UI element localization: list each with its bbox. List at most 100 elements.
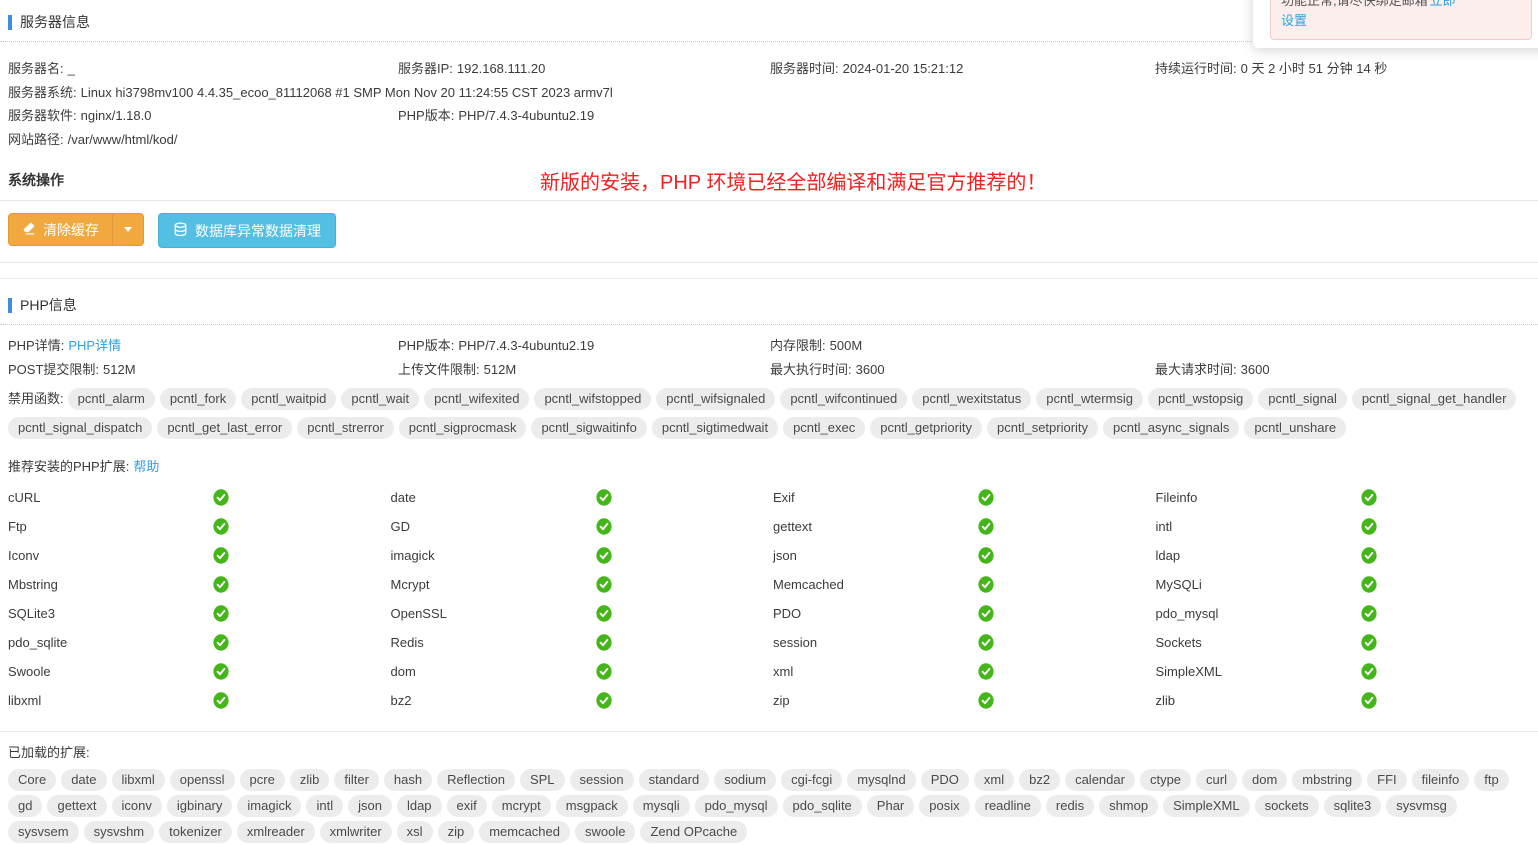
disabled-functions-label: 禁用函数: [8,391,64,406]
extension-name: PDO [773,606,978,621]
loaded-extension-tag: msgpack [556,795,628,817]
extension-item: xml [773,657,1156,686]
extension-item: Fileinfo [1156,483,1538,512]
alert-text: 功能正常,请尽快绑定邮箱 [1281,0,1428,8]
loaded-extension-tag: shmop [1099,795,1158,817]
disabled-function-tag: pcntl_async_signals [1103,417,1239,439]
loaded-extension-tag: sysvsem [8,821,79,843]
check-ok-icon [1361,663,1377,680]
check-ok-icon [1361,576,1377,593]
server-ip-field: 服务器IP:192.168.111.20 [398,58,770,77]
db-clean-button[interactable]: 数据库异常数据清理 [158,213,336,248]
system-ops-buttons: 清除缓存 数据库异常数据清理 [0,201,1538,262]
check-ok-icon [213,692,229,709]
disabled-function-tag: pcntl_strerror [297,417,394,439]
clear-cache-split-button: 清除缓存 [8,213,144,246]
extension-item: zip [773,686,1156,715]
loaded-extension-tag: openssl [170,769,235,791]
extension-item: pdo_mysql [1156,599,1538,628]
loaded-extension-tag: ctype [1140,769,1191,791]
extension-name: Exif [773,490,978,505]
disabled-function-tag: pcntl_wstopsig [1148,388,1253,410]
php-info-title: PHP信息 [20,295,77,315]
extension-name: ldap [1156,548,1361,563]
check-ok-icon [596,692,612,709]
loaded-extension-tag: SimpleXML [1163,795,1249,817]
loaded-extension-tag: filter [334,769,379,791]
accent-bar-icon [8,298,12,313]
loaded-extension-tag: gettext [47,795,106,817]
extension-name: OpenSSL [391,606,596,621]
check-ok-icon [978,518,994,535]
eraser-icon [22,221,36,238]
clear-cache-button[interactable]: 清除缓存 [9,214,112,245]
extension-name: date [391,490,596,505]
extension-item: SimpleXML [1156,657,1538,686]
server-info-title: 服务器信息 [20,12,90,32]
loaded-extension-tag: memcached [479,821,570,843]
extension-item: Memcached [773,570,1156,599]
help-link[interactable]: 帮助 [133,459,159,474]
loaded-extension-tag: curl [1196,769,1237,791]
loaded-extension-tag: igbinary [167,795,233,817]
php-detail-field: PHP详情:PHP详情 [8,335,398,354]
server-info-row-4: 网站路径:/var/www/html/kod/ [0,127,1538,151]
extension-name: cURL [8,490,213,505]
disabled-function-tag: pcntl_wifexited [424,388,529,410]
bind-now-link[interactable]: 立即 [1430,0,1456,8]
extension-name: SQLite3 [8,606,213,621]
post-limit-field: POST提交限制:512M [8,359,398,378]
loaded-extension-tag: tokenizer [159,821,232,843]
check-ok-icon [213,663,229,680]
check-ok-icon [596,663,612,680]
check-ok-icon [1361,518,1377,535]
php-detail-link[interactable]: PHP详情 [68,338,121,353]
extension-name: SimpleXML [1156,664,1361,679]
disabled-function-tag: pcntl_waitpid [241,388,336,410]
php-info-row-1: PHP详情:PHP详情 PHP版本:PHP/7.4.3-4ubuntu2.19 … [0,333,1538,357]
loaded-extension-tag: gd [8,795,42,817]
extension-name: libxml [8,693,213,708]
extension-name: pdo_mysql [1156,606,1361,621]
extension-name: Redis [391,635,596,650]
disabled-function-tag: pcntl_sigwaitinfo [531,417,646,439]
loaded-extension-tag: sockets [1255,795,1319,817]
check-ok-icon [978,663,994,680]
extension-item: dom [391,657,774,686]
loaded-extension-tag: bz2 [1019,769,1060,791]
loaded-extension-tag: json [348,795,392,817]
server-os-field: 服务器系统:Linux hi3798mv100 4.4.35_ecoo_8111… [8,82,613,101]
extension-name: Mbstring [8,577,213,592]
extension-item: Ftp [8,512,391,541]
loaded-extension-tag: xmlreader [237,821,315,843]
check-ok-icon [978,489,994,506]
check-ok-icon [1361,489,1377,506]
clear-cache-dropdown-toggle[interactable] [112,214,143,245]
recommended-ext-label: 推荐安装的PHP扩展: [8,459,129,474]
disabled-function-tag: pcntl_exec [783,417,865,439]
extension-item: bz2 [391,686,774,715]
check-ok-icon [1361,634,1377,651]
caret-down-icon [124,227,132,232]
extension-item: Iconv [8,541,391,570]
disabled-function-tag: pcntl_get_last_error [157,417,292,439]
extension-item: PDO [773,599,1156,628]
loaded-extension-tag: sysvshm [84,821,155,843]
loaded-extension-tag: zlib [290,769,330,791]
extension-name: dom [391,664,596,679]
database-icon [173,222,188,240]
loaded-extension-tag: sodium [714,769,776,791]
settings-link[interactable]: 设置 [1281,13,1307,28]
server-info-row-1: 服务器名:_ 服务器IP:192.168.111.20 服务器时间:2024-0… [0,56,1538,80]
server-time-field: 服务器时间:2024-01-20 15:21:12 [770,58,1155,77]
loaded-extension-tag: SPL [520,769,565,791]
loaded-extension-tag: xmlwriter [320,821,392,843]
check-ok-icon [213,489,229,506]
extension-item: OpenSSL [391,599,774,628]
loaded-extension-tag: mbstring [1292,769,1362,791]
loaded-extension-tag: Phar [867,795,914,817]
extension-name: imagick [391,548,596,563]
extension-name: Sockets [1156,635,1361,650]
